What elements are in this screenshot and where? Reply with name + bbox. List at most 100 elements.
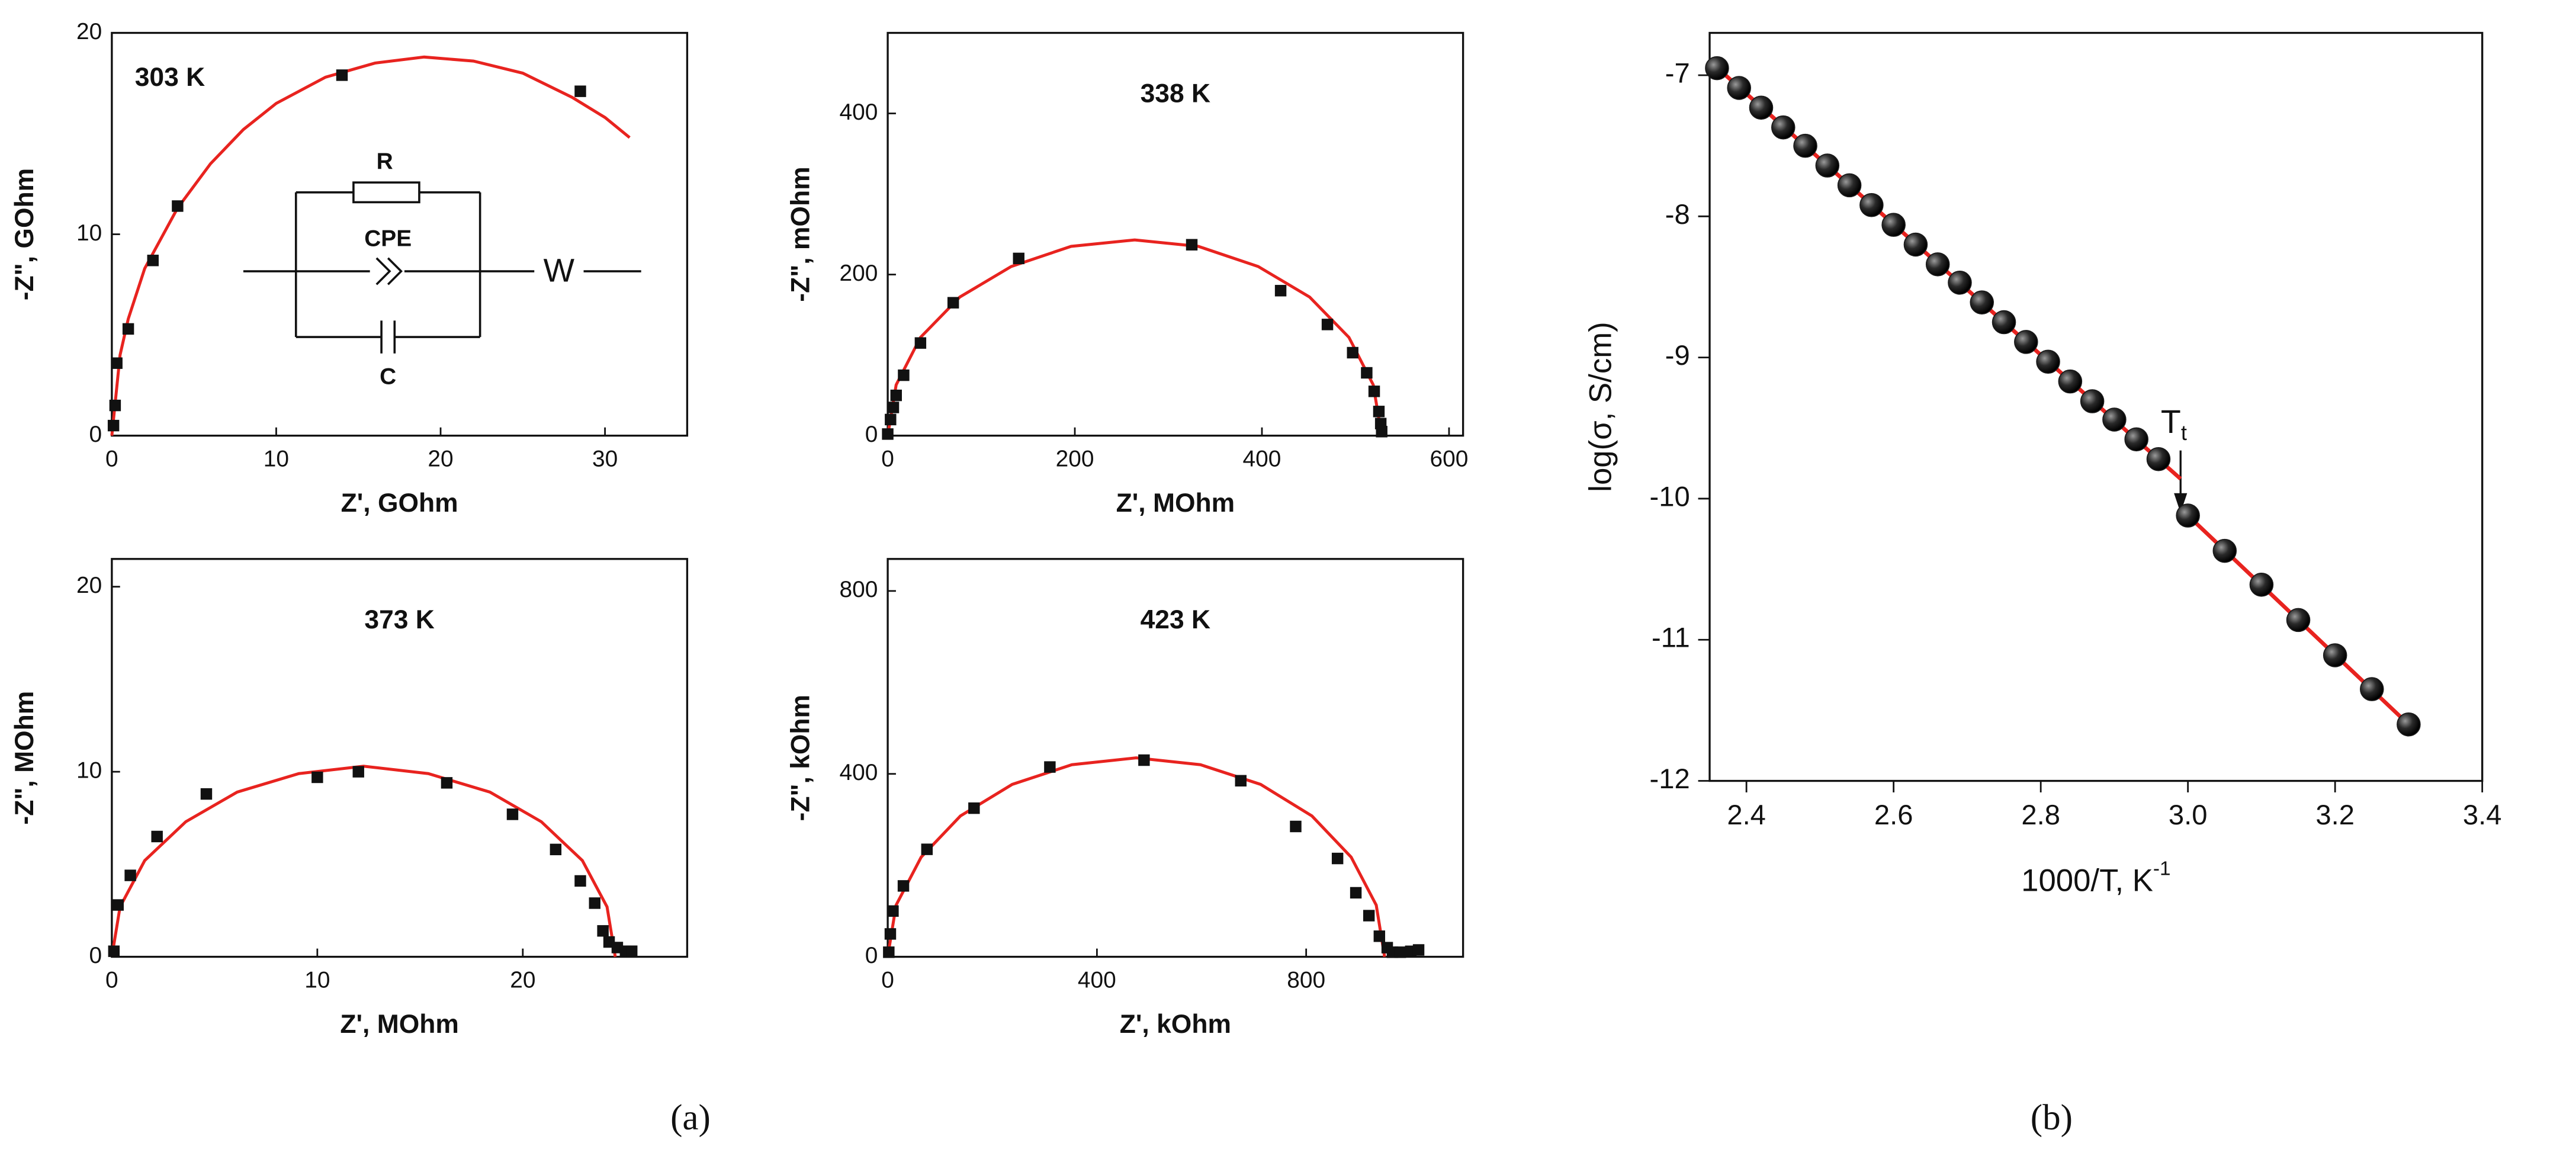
y-tick-label: -7 xyxy=(1665,57,1690,89)
data-point xyxy=(890,389,902,402)
y-tick-label: 20 xyxy=(76,19,102,44)
data-point xyxy=(2249,573,2274,597)
data-point xyxy=(968,802,980,814)
x-axis-label: Z', MOhm xyxy=(340,1010,459,1039)
data-point xyxy=(1903,232,1928,257)
data-point xyxy=(352,766,364,778)
y-tick-label: 20 xyxy=(76,573,102,598)
data-point xyxy=(2286,608,2311,633)
y-axis-label: log(σ, S/cm) xyxy=(1583,322,1618,492)
x-tick-label: 200 xyxy=(1056,447,1094,472)
data-point xyxy=(2212,538,2237,563)
data-point xyxy=(1376,426,1387,438)
data-point xyxy=(1859,192,1884,217)
data-point xyxy=(597,925,609,937)
data-point xyxy=(1749,95,1774,120)
data-point xyxy=(1373,406,1385,418)
x-tick-label: 400 xyxy=(1243,447,1281,472)
plot-frame xyxy=(111,558,689,958)
x-tick-label: 0 xyxy=(881,447,894,472)
data-point xyxy=(897,880,910,892)
data-point xyxy=(2124,427,2148,452)
data-point xyxy=(1013,252,1024,265)
data-point xyxy=(550,843,562,856)
annotation-sub: t xyxy=(2181,420,2187,444)
data-point xyxy=(1881,213,1906,237)
data-point xyxy=(1727,76,1751,100)
data-point xyxy=(122,323,134,335)
data-point xyxy=(200,788,213,800)
data-point xyxy=(1321,319,1334,330)
data-point xyxy=(1925,252,1950,277)
x-axis-label: Z', kOhm xyxy=(1120,1010,1231,1039)
data-point xyxy=(1290,820,1302,833)
fit-line xyxy=(886,238,1383,436)
y-tick-label: 10 xyxy=(76,757,102,783)
x-tick-label: 3.0 xyxy=(2169,800,2208,831)
data-point xyxy=(1331,852,1344,865)
x-tick-label: 20 xyxy=(428,447,453,472)
annotation: 423 K xyxy=(1141,605,1211,634)
annotation: 338 K xyxy=(1141,79,1211,108)
data-point xyxy=(914,337,927,349)
plot: 2.4 2.6 2.8 3.0 3.2 3.4 -12 -11 -10 -9 -8 -7 1000/T,… xyxy=(1583,31,2502,898)
data-point xyxy=(589,897,600,909)
x-tick-label: 2.4 xyxy=(1727,800,1766,831)
y-tick-label: 0 xyxy=(865,943,878,968)
data-point xyxy=(882,428,894,440)
data-point xyxy=(1992,310,2016,335)
data-point xyxy=(2323,643,2347,667)
data-point xyxy=(885,413,897,426)
x-tick-label: 0 xyxy=(105,447,118,472)
data-point xyxy=(336,69,348,81)
data-point xyxy=(574,875,586,887)
data-point xyxy=(2102,407,2127,432)
data-point xyxy=(441,777,453,789)
data-point xyxy=(1368,386,1380,397)
data-point xyxy=(883,946,895,958)
y-tick-label: 800 xyxy=(840,577,878,602)
x-tick-label: 20 xyxy=(510,967,535,993)
data-point xyxy=(1705,56,1729,81)
circuit-inset: R CPE W C xyxy=(243,149,641,390)
x-axis-label-text: 1000/T, K xyxy=(2021,863,2153,898)
data-point xyxy=(2176,503,2200,528)
data-point xyxy=(124,869,136,881)
y-tick-label: -9 xyxy=(1665,340,1690,371)
y-tick-label: -8 xyxy=(1665,199,1690,230)
plot: 0 400 800 0 400 800 Z', kOhm -Z", kOhm 423 K xyxy=(786,558,1464,1039)
data-point xyxy=(1948,271,1972,295)
x-tick-label: 800 xyxy=(1287,967,1325,993)
x-axis-label: Z', MOhm xyxy=(1116,489,1235,518)
data-point xyxy=(2036,349,2060,374)
y-tick-label: -12 xyxy=(1650,763,1690,795)
data-point xyxy=(147,255,159,267)
x-tick-label: 3.4 xyxy=(2463,800,2502,831)
y-tick-label: 200 xyxy=(840,261,878,286)
data-point xyxy=(1373,930,1386,942)
data-point xyxy=(2014,330,2038,354)
panel-label: (b) xyxy=(2031,1098,2073,1138)
x-tick-label: 3.2 xyxy=(2315,800,2355,831)
data-point xyxy=(2058,369,2083,394)
data-point xyxy=(947,297,959,309)
data-point xyxy=(1970,290,1994,314)
data-point xyxy=(887,402,900,413)
annotation: 303 K xyxy=(135,63,205,92)
data-point xyxy=(1235,775,1247,787)
data-point xyxy=(898,369,910,381)
data-point xyxy=(172,200,184,212)
y-axis-label: -Z", kOhm xyxy=(786,695,815,821)
annotation-arrowhead xyxy=(2174,493,2188,513)
plot-frame xyxy=(886,31,1464,437)
plot-frame xyxy=(886,558,1464,958)
x-axis-label: 1000/T, K-1 xyxy=(2021,858,2170,898)
plot: 0 10 20 0 10 20 Z', MOhm -Z", MOhm 373 K xyxy=(10,558,689,1039)
y-tick-label: 0 xyxy=(89,943,102,968)
data-point xyxy=(884,928,897,940)
plot-frame xyxy=(1708,31,2484,782)
y-tick-label: -10 xyxy=(1650,481,1690,512)
x-tick-label: 2.8 xyxy=(2021,800,2060,831)
plot: 0 200 400 600 0 200 400 Z', MOhm -Z", mOhm 338 K xyxy=(786,31,1468,518)
